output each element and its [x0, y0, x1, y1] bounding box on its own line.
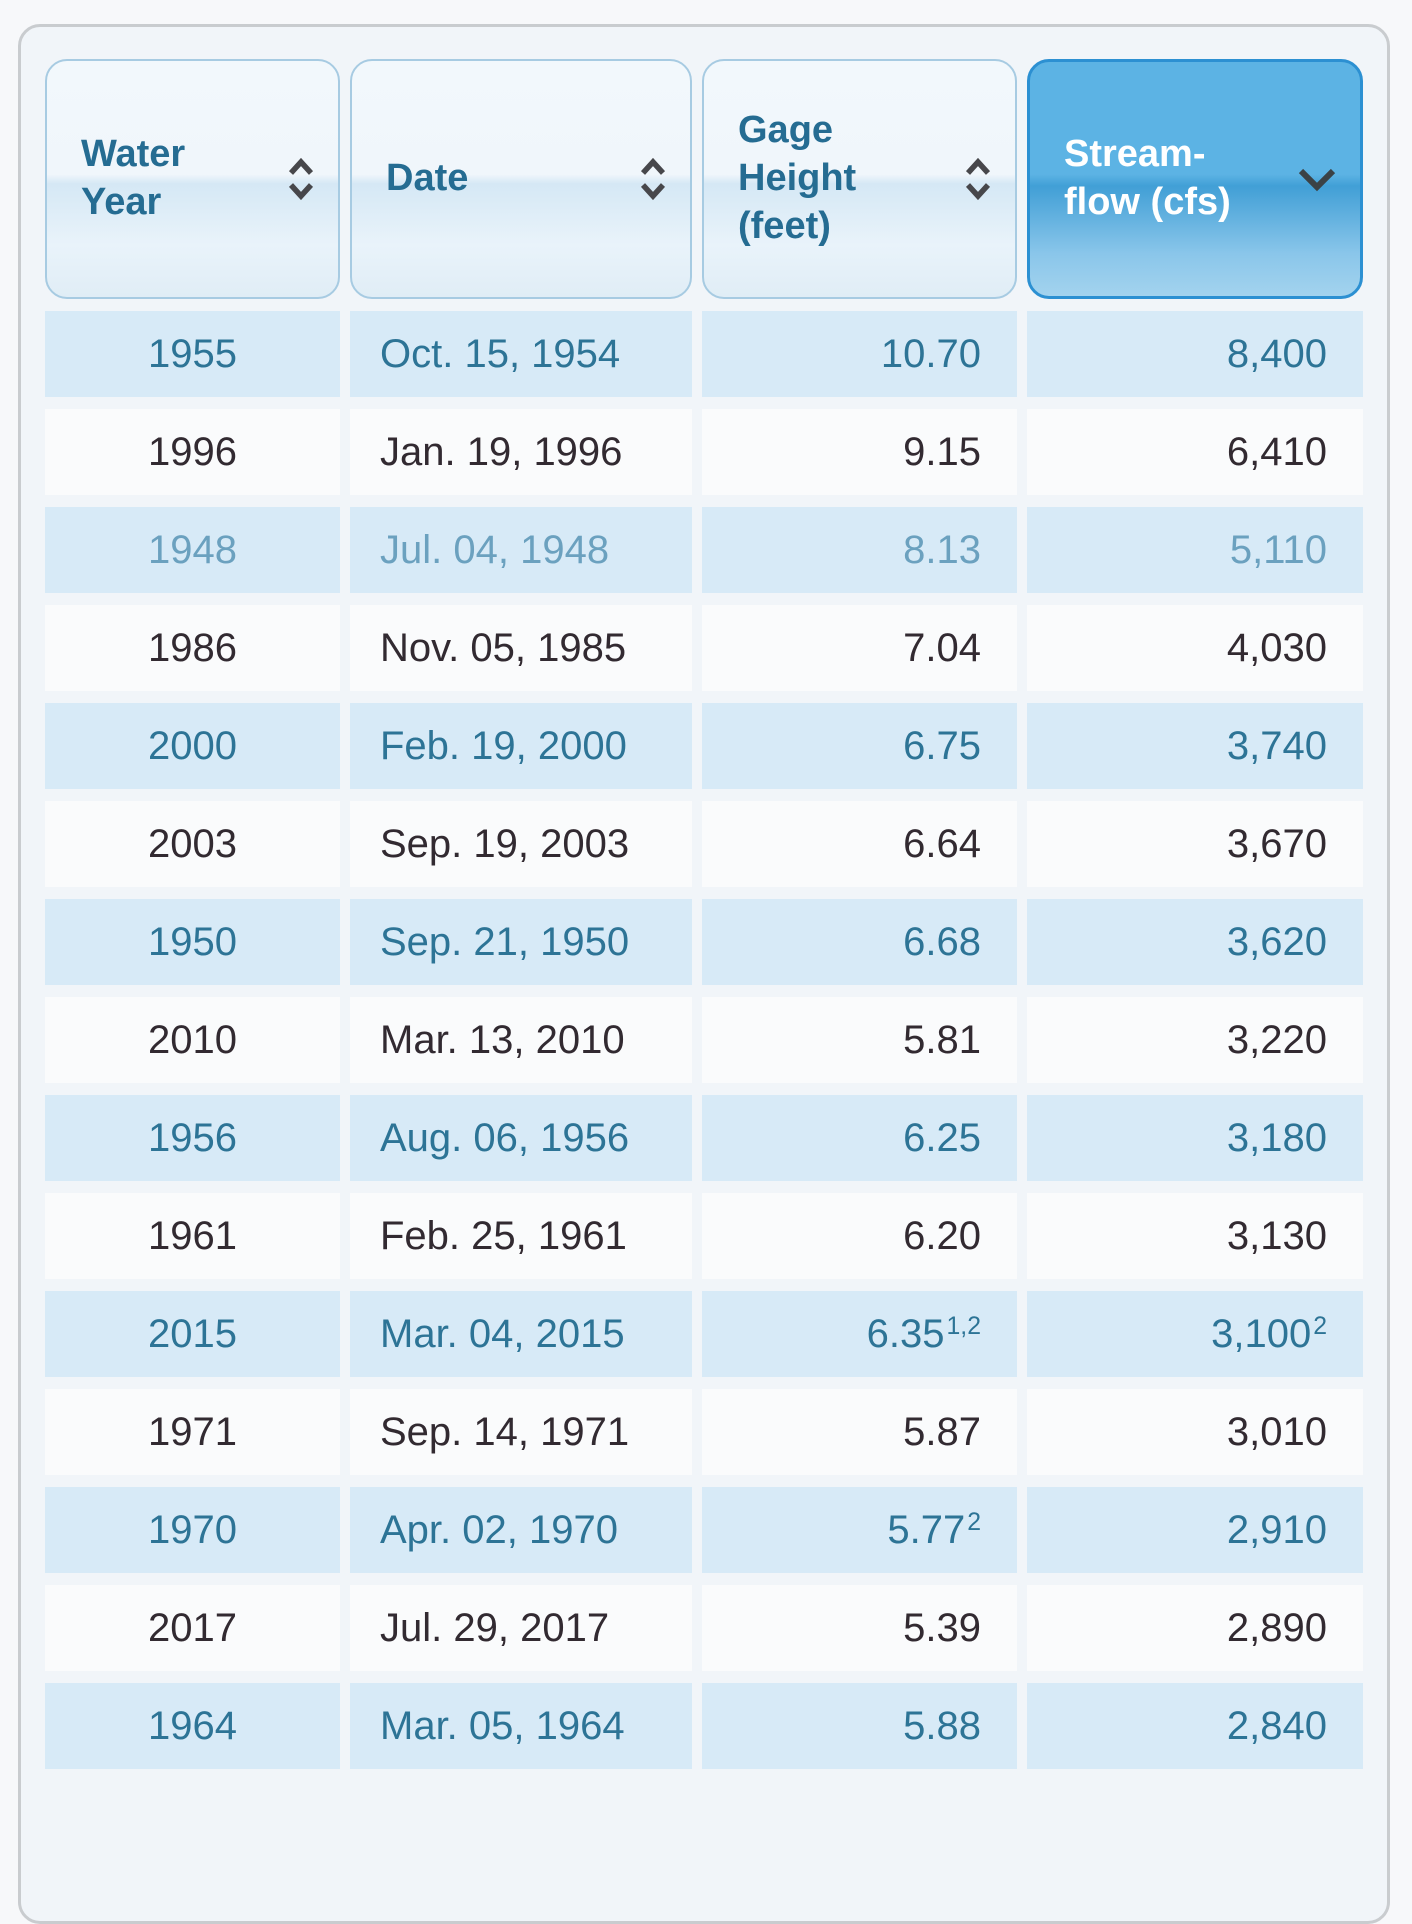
water-year-cell: 1996 — [45, 409, 340, 495]
streamflow-cell: 4,030 — [1027, 605, 1363, 691]
date-cell: Sep. 21, 1950 — [350, 899, 692, 985]
gage-height-cell: 6.20 — [702, 1193, 1017, 1279]
date-cell: Nov. 05, 1985 — [350, 605, 692, 691]
date-cell: Feb. 25, 1961 — [350, 1193, 692, 1279]
water-year-cell: 2003 — [45, 801, 340, 887]
gage-height-cell: 5.39 — [702, 1585, 1017, 1671]
water-year-cell: 2015 — [45, 1291, 340, 1377]
column-header-streamflow[interactable]: Stream-flow (cfs) — [1027, 59, 1363, 299]
date-cell: Jul. 04, 1948 — [350, 507, 692, 593]
gage-height-cell: 7.04 — [702, 605, 1017, 691]
streamflow-cell: 3,130 — [1027, 1193, 1363, 1279]
table-row: 1964 Mar. 05, 1964 5.88 2,840 — [45, 1683, 1363, 1769]
water-year-cell: 1950 — [45, 899, 340, 985]
table-row: 1961 Feb. 25, 1961 6.20 3,130 — [45, 1193, 1363, 1279]
streamflow-cell: 2,840 — [1027, 1683, 1363, 1769]
date-cell: Apr. 02, 1970 — [350, 1487, 692, 1573]
table-row: 1955 Oct. 15, 1954 10.70 8,400 — [45, 311, 1363, 397]
table-row: 2003 Sep. 19, 2003 6.64 3,670 — [45, 801, 1363, 887]
table-row: 1996 Jan. 19, 1996 9.15 6,410 — [45, 409, 1363, 495]
footnote-superscript: 1,2 — [946, 1313, 981, 1341]
gage-height-cell: 5.81 — [702, 997, 1017, 1083]
date-cell: Mar. 13, 2010 — [350, 997, 692, 1083]
sort-both-icon — [640, 157, 666, 201]
chevron-down-icon — [1298, 168, 1336, 192]
water-year-cell: 2010 — [45, 997, 340, 1083]
header-row: Water Year Date — [45, 59, 1363, 299]
gage-height-cell: 6.25 — [702, 1095, 1017, 1181]
table-row: 1950 Sep. 21, 1950 6.68 3,620 — [45, 899, 1363, 985]
streamflow-cell: 5,110 — [1027, 507, 1363, 593]
streamflow-cell: 3,1002 — [1027, 1291, 1363, 1377]
water-year-cell: 1986 — [45, 605, 340, 691]
gage-height-cell: 5.772 — [702, 1487, 1017, 1573]
streamflow-cell: 8,400 — [1027, 311, 1363, 397]
streamflow-cell: 3,010 — [1027, 1389, 1363, 1475]
table-row: 1986 Nov. 05, 1985 7.04 4,030 — [45, 605, 1363, 691]
table-row: 1956 Aug. 06, 1956 6.25 3,180 — [45, 1095, 1363, 1181]
water-year-cell: 2000 — [45, 703, 340, 789]
column-label-date: Date — [386, 157, 469, 200]
gage-height-cell: 8.13 — [702, 507, 1017, 593]
date-cell: Feb. 19, 2000 — [350, 703, 692, 789]
streamflow-cell: 3,220 — [1027, 997, 1363, 1083]
water-year-cell: 1961 — [45, 1193, 340, 1279]
gage-height-cell: 5.87 — [702, 1389, 1017, 1475]
gage-height-cell: 6.64 — [702, 801, 1017, 887]
gage-height-cell: 6.351,2 — [702, 1291, 1017, 1377]
gage-height-cell: 10.70 — [702, 311, 1017, 397]
column-header-date[interactable]: Date — [350, 59, 692, 299]
column-label-streamflow: Stream-flow (cfs) — [1064, 133, 1231, 223]
table-body: 1955 Oct. 15, 1954 10.70 8,400 1996 Jan.… — [45, 311, 1363, 1769]
gage-height-cell: 5.88 — [702, 1683, 1017, 1769]
sort-both-icon — [965, 157, 991, 201]
streamflow-cell: 3,180 — [1027, 1095, 1363, 1181]
date-cell: Oct. 15, 1954 — [350, 311, 692, 397]
streamflow-cell: 3,740 — [1027, 703, 1363, 789]
gage-height-cell: 6.75 — [702, 703, 1017, 789]
peak-streamflow-table-panel: Water Year Date — [18, 24, 1390, 1924]
table-row: 2000 Feb. 19, 2000 6.75 3,740 — [45, 703, 1363, 789]
water-year-cell: 1956 — [45, 1095, 340, 1181]
date-cell: Mar. 04, 2015 — [350, 1291, 692, 1377]
column-label-water-year: Water Year — [81, 133, 186, 223]
date-cell: Jan. 19, 1996 — [350, 409, 692, 495]
water-year-cell: 1948 — [45, 507, 340, 593]
streamflow-cell: 3,620 — [1027, 899, 1363, 985]
column-header-water-year[interactable]: Water Year — [45, 59, 340, 299]
gage-height-cell: 9.15 — [702, 409, 1017, 495]
table-row: 1948 Jul. 04, 1948 8.13 5,110 — [45, 507, 1363, 593]
sort-both-icon — [288, 157, 314, 201]
water-year-cell: 1955 — [45, 311, 340, 397]
column-label-gage-height: Gage Height (feet) — [738, 109, 857, 247]
footnote-superscript: 2 — [1313, 1313, 1327, 1341]
table-row: 2015 Mar. 04, 2015 6.351,2 3,1002 — [45, 1291, 1363, 1377]
gage-height-cell: 6.68 — [702, 899, 1017, 985]
water-year-cell: 2017 — [45, 1585, 340, 1671]
date-cell: Aug. 06, 1956 — [350, 1095, 692, 1181]
column-header-gage-height[interactable]: Gage Height (feet) — [702, 59, 1017, 299]
table-row: 2017 Jul. 29, 2017 5.39 2,890 — [45, 1585, 1363, 1671]
date-cell: Sep. 14, 1971 — [350, 1389, 692, 1475]
streamflow-cell: 2,890 — [1027, 1585, 1363, 1671]
table-row: 1971 Sep. 14, 1971 5.87 3,010 — [45, 1389, 1363, 1475]
date-cell: Sep. 19, 2003 — [350, 801, 692, 887]
water-year-cell: 1971 — [45, 1389, 340, 1475]
date-cell: Jul. 29, 2017 — [350, 1585, 692, 1671]
water-year-cell: 1964 — [45, 1683, 340, 1769]
streamflow-cell: 6,410 — [1027, 409, 1363, 495]
streamflow-cell: 2,910 — [1027, 1487, 1363, 1573]
date-cell: Mar. 05, 1964 — [350, 1683, 692, 1769]
table-row: 2010 Mar. 13, 2010 5.81 3,220 — [45, 997, 1363, 1083]
streamflow-cell: 3,670 — [1027, 801, 1363, 887]
peak-streamflow-table: Water Year Date — [35, 47, 1373, 1781]
water-year-cell: 1970 — [45, 1487, 340, 1573]
table-row: 1970 Apr. 02, 1970 5.772 2,910 — [45, 1487, 1363, 1573]
footnote-superscript: 2 — [967, 1509, 981, 1537]
